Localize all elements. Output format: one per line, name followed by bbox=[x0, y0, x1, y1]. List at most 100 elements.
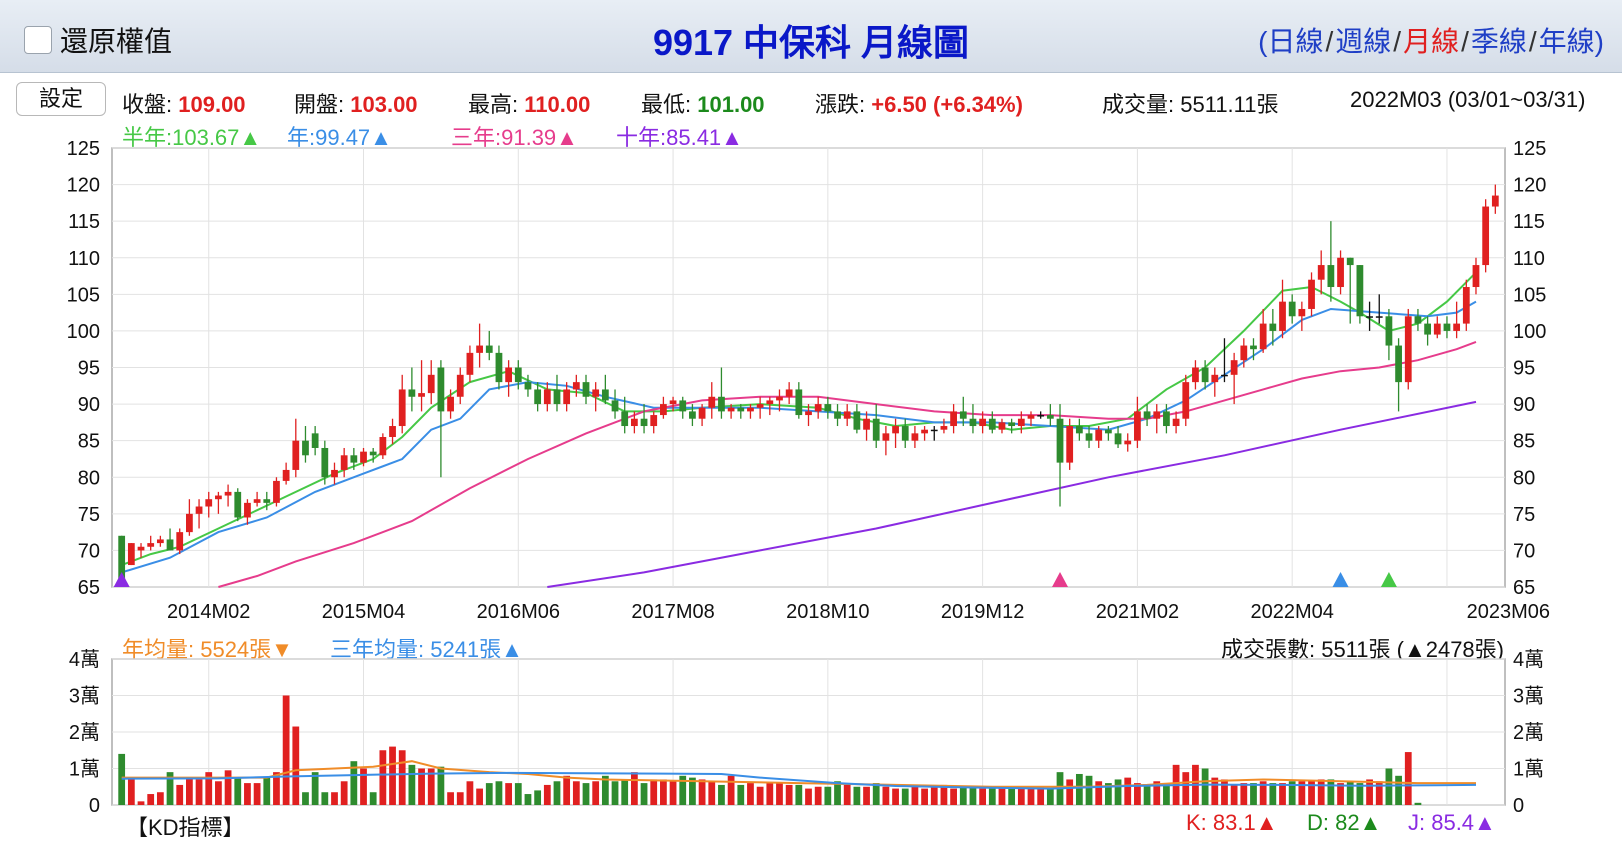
volume-bar bbox=[186, 777, 193, 805]
quote-period: 2022M03 (03/01~03/31) bbox=[1350, 87, 1586, 112]
candle-body bbox=[340, 455, 348, 470]
candle-body bbox=[1346, 257, 1354, 266]
candle-body bbox=[1279, 301, 1286, 331]
candle-body bbox=[872, 418, 880, 441]
price-x-tick: 2017M08 bbox=[631, 601, 714, 623]
volume-bar bbox=[1288, 781, 1296, 805]
candle-body bbox=[1240, 345, 1248, 361]
candle-body bbox=[166, 539, 174, 551]
open-label: 開盤: bbox=[294, 92, 345, 117]
candle-body bbox=[921, 429, 928, 434]
volume-bar bbox=[1095, 781, 1103, 805]
candle-body bbox=[350, 455, 358, 463]
candle-body bbox=[563, 389, 571, 405]
volume-bar bbox=[718, 784, 725, 805]
price-y-tick-right: 105 bbox=[1513, 284, 1546, 306]
volume-bar bbox=[1337, 783, 1344, 805]
candle-body bbox=[959, 411, 967, 419]
chart-title: 9917 中保科 月線圖 bbox=[652, 22, 970, 63]
period-quarterly-link[interactable]: 季線 bbox=[1470, 26, 1527, 57]
quote-open: 開盤: 103.00 bbox=[294, 87, 418, 119]
volume-bar bbox=[1201, 768, 1209, 805]
volume-bar bbox=[795, 784, 803, 805]
candle-body bbox=[679, 400, 687, 412]
candle-body bbox=[1472, 265, 1480, 288]
candle-body bbox=[727, 407, 735, 412]
settings-button[interactable]: 設定 bbox=[16, 82, 106, 116]
candle-body bbox=[1163, 411, 1170, 427]
volume-bar bbox=[1414, 802, 1422, 805]
volume-bar bbox=[1327, 779, 1335, 805]
candle-body bbox=[408, 389, 416, 397]
candle-body bbox=[1462, 287, 1470, 324]
candle-body bbox=[979, 418, 987, 427]
candle-body bbox=[766, 400, 774, 405]
restore-label: 還原權值 bbox=[60, 26, 173, 57]
volume-bar bbox=[834, 781, 841, 805]
volume-bar bbox=[253, 783, 261, 805]
candle-body bbox=[485, 345, 493, 353]
candle-body bbox=[1259, 323, 1267, 350]
high-value: 110.00 bbox=[524, 92, 591, 117]
price-x-tick: 2021M02 bbox=[1096, 601, 1179, 623]
volume-bar bbox=[727, 775, 735, 805]
candle-body bbox=[1288, 301, 1296, 317]
candle-body bbox=[582, 382, 590, 397]
volume-bar bbox=[1017, 788, 1025, 805]
price-y-tick-left: 75 bbox=[78, 504, 100, 526]
cross-marker-triangle bbox=[1052, 572, 1069, 587]
period-daily-link[interactable]: 日線 bbox=[1267, 26, 1324, 57]
candle-body bbox=[1366, 316, 1373, 318]
volume-bar bbox=[1143, 784, 1151, 805]
restore-adjusted-toggle[interactable]: 還原權值 bbox=[24, 20, 172, 60]
period-yearly-link[interactable]: 年線 bbox=[1538, 26, 1595, 57]
candle-body bbox=[1085, 433, 1093, 441]
quote-volume: 成交量: 5511.11張 bbox=[1102, 87, 1279, 119]
volume-bar bbox=[485, 783, 493, 805]
low-label: 最低: bbox=[641, 92, 692, 117]
candle-body bbox=[747, 407, 754, 412]
volume-bar bbox=[418, 768, 425, 805]
candle-body bbox=[1269, 323, 1277, 331]
volume-bar bbox=[1269, 783, 1277, 805]
volume-bar bbox=[476, 788, 483, 805]
candle-body bbox=[418, 393, 425, 397]
volume-label: 成交量: bbox=[1102, 92, 1175, 117]
vol-year-avg-legend: 年均量: 5524張▼ bbox=[122, 637, 293, 662]
candle-body bbox=[901, 426, 909, 441]
candle-body bbox=[1433, 323, 1441, 335]
candle-body bbox=[1308, 279, 1315, 309]
volume-y-tick-left: 4萬 bbox=[69, 648, 100, 671]
candle-body bbox=[1037, 415, 1045, 417]
period-monthly-link[interactable]: 月線 bbox=[1403, 26, 1460, 57]
candle-body bbox=[118, 535, 126, 580]
volume-bar bbox=[611, 781, 619, 805]
candle-body bbox=[1008, 422, 1016, 427]
volume-bar bbox=[689, 777, 696, 805]
volume-bar bbox=[524, 794, 532, 805]
volume-bar bbox=[1163, 783, 1170, 805]
candle-body bbox=[137, 546, 145, 551]
candle-body bbox=[1056, 418, 1064, 463]
price-y-tick-right: 110 bbox=[1513, 248, 1545, 270]
volume-bar bbox=[166, 772, 174, 805]
candle-body bbox=[273, 480, 280, 503]
volume-bar bbox=[988, 786, 996, 805]
candle-body bbox=[882, 433, 890, 441]
volume-bar bbox=[756, 786, 764, 805]
volume-bar bbox=[224, 770, 232, 805]
restore-checkbox[interactable] bbox=[24, 26, 52, 54]
candle-body bbox=[969, 418, 977, 427]
candle-body bbox=[1153, 411, 1161, 419]
volume-bar bbox=[156, 792, 164, 805]
volume-bar bbox=[998, 788, 1006, 805]
price-y-tick-left: 70 bbox=[78, 540, 100, 562]
volume-bar bbox=[853, 786, 861, 805]
period-weekly-link[interactable]: 週線 bbox=[1335, 26, 1392, 57]
candle-body bbox=[302, 440, 309, 456]
candle-body bbox=[379, 437, 387, 456]
price-y-tick-left: 120 bbox=[67, 175, 100, 197]
volume-bar bbox=[747, 783, 754, 805]
candle-body bbox=[1395, 345, 1402, 383]
volume-y-tick-left: 0 bbox=[89, 795, 100, 817]
